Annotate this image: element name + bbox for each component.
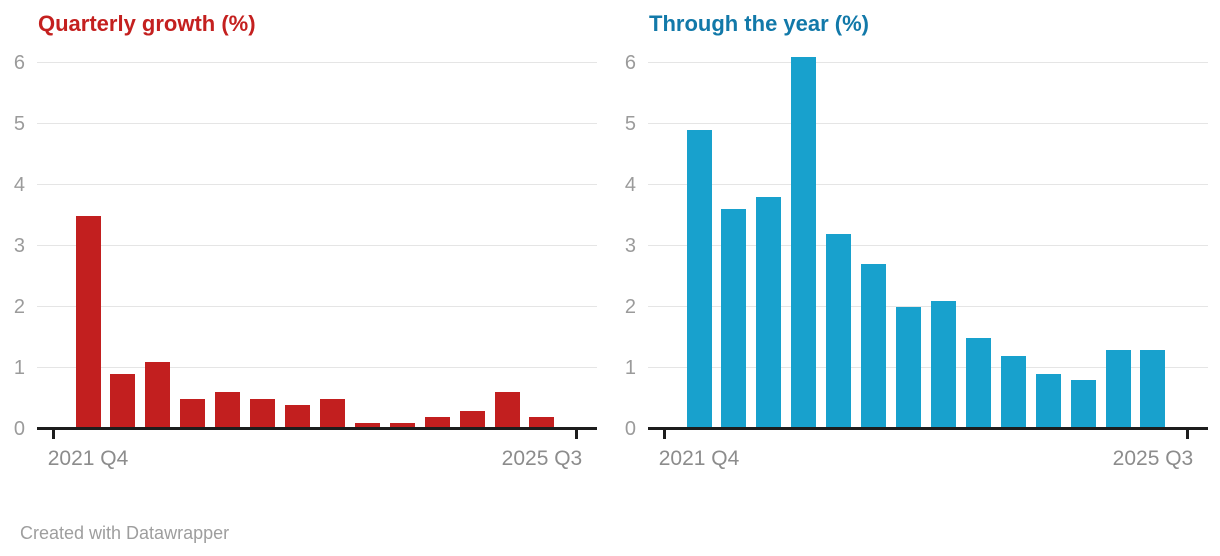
gridline [648, 123, 1208, 124]
bar [250, 398, 276, 429]
gridline [648, 62, 1208, 63]
bar [721, 209, 747, 429]
bar [861, 264, 887, 429]
gridline [37, 123, 597, 124]
plot-area: 0 1 2 3 4 5 6 [14, 30, 597, 440]
bar [1035, 374, 1061, 429]
bar [354, 422, 380, 429]
x-axis-end-tick [51, 429, 55, 439]
bar [529, 416, 555, 429]
gridline [648, 306, 1208, 307]
bar [180, 398, 206, 429]
gridline [37, 184, 597, 185]
gridline [648, 184, 1208, 185]
bar [424, 416, 450, 429]
bar [215, 392, 241, 429]
bar [110, 374, 136, 429]
y-axis-tick-label: 4 [624, 174, 636, 196]
x-axis-end-tick [662, 429, 666, 439]
bar [494, 392, 520, 429]
bar [1105, 349, 1131, 429]
y-axis-tick-label: 3 [13, 235, 25, 257]
gridline [648, 367, 1208, 368]
x-axis-line [37, 427, 597, 430]
bar [791, 56, 817, 429]
y-axis-tick-label: 5 [624, 113, 636, 135]
y-axis-tick-label: 4 [13, 174, 25, 196]
bar [389, 422, 415, 429]
bar [145, 361, 171, 429]
y-axis-tick-label: 2 [13, 296, 25, 318]
gridline [648, 245, 1208, 246]
chart-title-through-the-year: Through the year (%) [649, 11, 870, 36]
bar [459, 410, 485, 429]
x-axis-label-last: 2025 Q3 [501, 447, 583, 470]
bar [319, 398, 345, 429]
bar [965, 337, 991, 429]
bar [686, 130, 712, 429]
y-axis-tick-label: 3 [624, 235, 636, 257]
y-axis-tick-label: 0 [13, 418, 25, 440]
y-axis-tick-label: 1 [624, 357, 636, 379]
bar [756, 197, 782, 429]
bar [826, 233, 852, 429]
x-axis-end-tick [575, 429, 579, 439]
y-axis-tick-label: 1 [13, 357, 25, 379]
quarterly-growth-chart: Quarterly growth (%) 0 1 2 3 4 5 6 2021 Q4 2025… [14, 0, 597, 500]
y-axis-tick-label: 2 [624, 296, 636, 318]
x-axis-end-tick [1186, 429, 1190, 439]
bar [1070, 380, 1096, 429]
x-axis-label-first: 2021 Q4 [658, 447, 740, 470]
x-axis-line [648, 427, 1208, 430]
x-axis-label-last: 2025 Q3 [1112, 447, 1194, 470]
bar [930, 300, 956, 429]
plot-area: 0 1 2 3 4 5 6 [625, 30, 1208, 440]
bar [285, 404, 311, 429]
through-the-year-chart: Through the year (%) 0 1 2 3 4 5 6 2021 Q4 2025… [625, 0, 1208, 500]
gridline [37, 245, 597, 246]
bar [1000, 355, 1026, 429]
x-axis-label-first: 2021 Q4 [47, 447, 129, 470]
datawrapper-credit-link[interactable]: Created with Datawrapper [20, 523, 230, 543]
bar [75, 215, 101, 429]
y-axis-tick-label: 6 [13, 52, 25, 74]
y-axis-tick-label: 6 [624, 52, 636, 74]
bar [1140, 349, 1166, 429]
gridline [37, 367, 597, 368]
gridline [37, 306, 597, 307]
y-axis-tick-label: 0 [624, 418, 636, 440]
bar [896, 307, 922, 429]
gridline [37, 62, 597, 63]
chart-title-quarterly-growth: Quarterly growth (%) [38, 11, 256, 36]
y-axis-tick-label: 5 [13, 113, 25, 135]
